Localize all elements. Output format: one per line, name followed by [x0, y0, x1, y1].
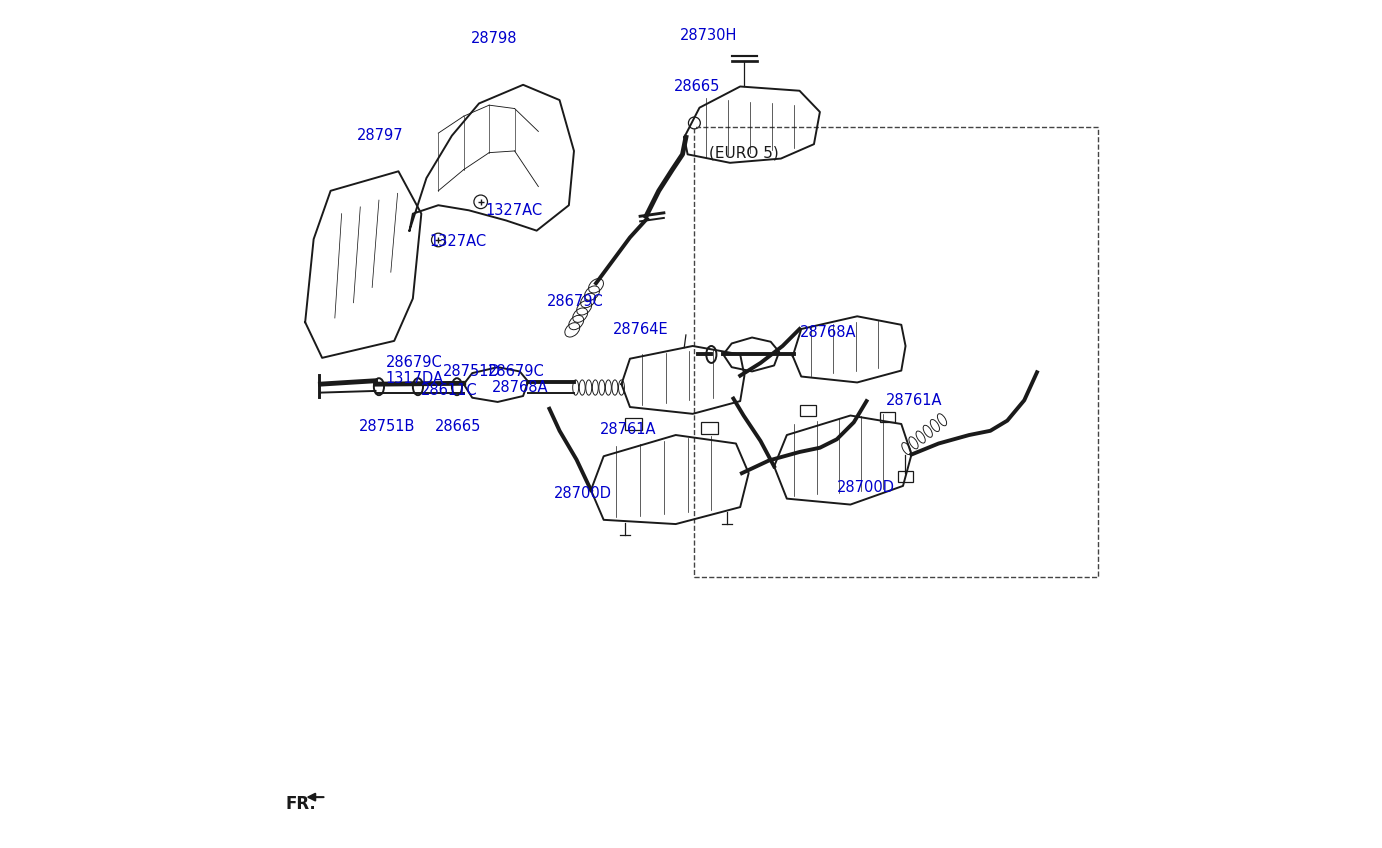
Bar — [880, 412, 896, 422]
Text: 28768A: 28768A — [800, 325, 855, 340]
Text: 28768A: 28768A — [492, 380, 549, 395]
Text: 1327AC: 1327AC — [430, 234, 486, 249]
Text: 28611C: 28611C — [422, 382, 478, 398]
Text: 28700D: 28700D — [554, 486, 612, 501]
Text: FR.: FR. — [286, 795, 316, 813]
Text: 1327AC: 1327AC — [486, 203, 543, 218]
Text: 28764E: 28764E — [614, 322, 669, 338]
Bar — [701, 422, 719, 434]
Text: 28730H: 28730H — [680, 28, 738, 43]
Text: 28797: 28797 — [357, 128, 404, 143]
Text: 28665: 28665 — [674, 79, 720, 94]
Bar — [694, 127, 1099, 577]
Text: 28751B: 28751B — [358, 419, 415, 434]
Text: 28751D: 28751D — [442, 364, 500, 379]
Text: 28761A: 28761A — [600, 422, 656, 438]
Text: 28679C: 28679C — [488, 364, 545, 379]
Text: 1317DA: 1317DA — [386, 371, 444, 386]
Text: 28798: 28798 — [470, 31, 517, 46]
Text: 28700D: 28700D — [837, 480, 896, 495]
Text: 28761A: 28761A — [886, 393, 943, 408]
Text: 28679C: 28679C — [547, 293, 604, 309]
Bar — [898, 471, 914, 482]
Text: 28665: 28665 — [435, 419, 481, 434]
Bar — [800, 405, 815, 416]
Text: (EURO 5): (EURO 5) — [709, 146, 778, 161]
Text: 28679C: 28679C — [386, 355, 442, 371]
Bar — [625, 418, 641, 430]
